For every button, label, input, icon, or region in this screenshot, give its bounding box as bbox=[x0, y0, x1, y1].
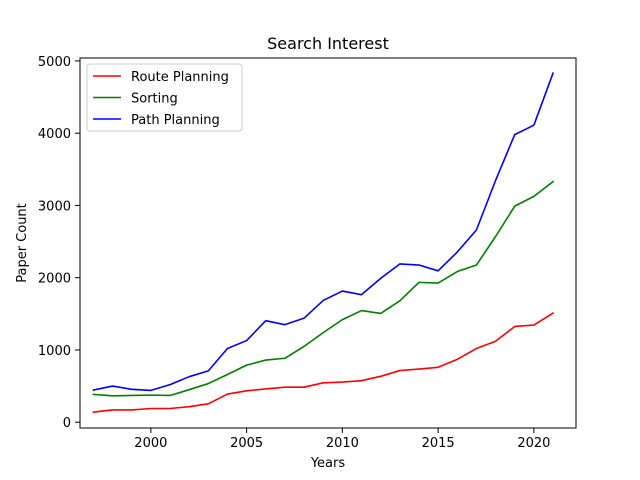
x-tick-label: 2000 bbox=[134, 436, 167, 451]
y-tick-label: 3000 bbox=[38, 199, 71, 214]
plot-frame bbox=[79, 57, 577, 429]
y-tick-label: 4000 bbox=[38, 127, 71, 142]
x-axis: 2000 2005 2010 2015 2020 bbox=[134, 428, 550, 451]
y-axis-label: Paper Count bbox=[15, 203, 30, 283]
series-lines bbox=[92, 72, 555, 413]
legend-frame bbox=[86, 63, 243, 132]
legend: Route Planning Sorting Path Planning bbox=[86, 63, 243, 132]
legend-label-sorting: Sorting bbox=[131, 92, 178, 107]
y-tick-label: 5000 bbox=[38, 55, 71, 70]
y-axis: 0 1000 2000 3000 4000 5000 bbox=[38, 55, 80, 431]
x-tick-label: 2010 bbox=[326, 436, 359, 451]
series-line-route-planning bbox=[92, 311, 555, 413]
x-tick-label: 2005 bbox=[230, 436, 263, 451]
series-line-sorting bbox=[92, 180, 555, 397]
series-line-path-planning bbox=[92, 72, 555, 392]
legend-label-route-planning: Route Planning bbox=[131, 70, 229, 85]
x-tick-label: 2020 bbox=[517, 436, 550, 451]
y-tick-label: 2000 bbox=[38, 272, 71, 287]
chart-title: Search Interest bbox=[267, 34, 389, 53]
y-tick-label: 1000 bbox=[38, 344, 71, 359]
y-tick-label: 0 bbox=[63, 416, 71, 431]
x-axis-label: Years bbox=[310, 456, 346, 471]
x-tick-label: 2015 bbox=[422, 436, 455, 451]
legend-label-path-planning: Path Planning bbox=[131, 113, 220, 128]
